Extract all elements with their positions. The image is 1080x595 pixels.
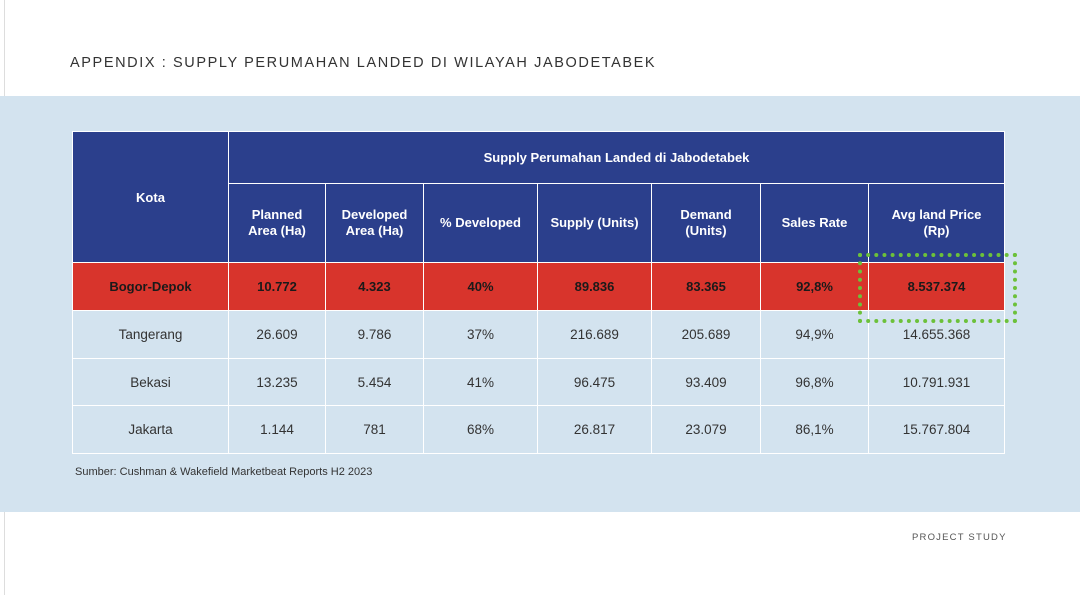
header-text: Supply (Units) [550,215,639,230]
header-cell: Kota [72,131,229,263]
header-text: Avg land Price (Rp) [891,207,982,238]
header-text: % Developed [440,215,521,230]
header-cell: Avg land Price (Rp) [868,183,1005,263]
header-text: Sales Rate [781,215,848,230]
header-text: Planned Area (Ha) [248,207,306,238]
footer: PROJECT STUDY [912,532,1007,543]
table-cell: 1.144 [228,405,326,454]
table-cell: Bekasi [72,358,229,406]
table-cell: 13.235 [228,358,326,406]
table-cell: 83.365 [651,262,761,311]
header-cell: Sales Rate [760,183,869,263]
table-cell: 8.537.374 [868,262,1005,311]
table-cell: 10.772 [228,262,326,311]
table-cell: 4.323 [325,262,424,311]
table-cell: 92,8% [760,262,869,311]
table-cell: 205.689 [651,310,761,359]
table-cell: 93.409 [651,358,761,406]
table-cell: 14.655.368 [868,310,1005,359]
source-note: Sumber: Cushman & Wakefield Marketbeat R… [75,466,373,478]
table-cell: 96,8% [760,358,869,406]
highlight-box [858,253,1017,323]
table-cell: 15.767.804 [868,405,1005,454]
header-row: Kota Supply Perumahan Landed di Jabodetab… [72,131,1005,263]
table-cell: 89.836 [537,262,652,311]
table-cell: 37% [423,310,538,359]
table-cell: 41% [423,358,538,406]
header-text: Developed Area (Ha) [341,207,408,238]
table-cell: 94,9% [760,310,869,359]
table-cell: 26.817 [537,405,652,454]
data-row: Tangerang 26.609 9.786 37% 216.689 205.689 94,… [72,310,1005,359]
table-cell: 40% [423,262,538,311]
table-cell: 10.791.931 [868,358,1005,406]
table-cell: 781 [325,405,424,454]
table-cell: 86,1% [760,405,869,454]
table-cell: 5.454 [325,358,424,406]
header-cell: Supply (Units) [537,183,652,263]
data-row: Bogor-Depok 10.772 4.323 40% 89.836 83.365 92,… [72,262,1005,311]
table-cell: Bogor-Depok [72,262,229,311]
header-cell: % Developed [423,183,538,263]
header-row: Planned Area (Ha) Developed Area (Ha) % De… [73,183,1005,263]
header-cell: Demand (Units) [651,183,761,263]
table-cell: Tangerang [72,310,229,359]
header-cell: Planned Area (Ha) [228,183,326,263]
table-cell: Jakarta [72,405,229,454]
header-cell: Developed Area (Ha) [325,183,424,263]
table-cell: 216.689 [537,310,652,359]
table-cell: 96.475 [537,358,652,406]
table-cell: 9.786 [325,310,424,359]
table-cell: 68% [423,405,538,454]
header-text: Demand (Units) [680,207,732,238]
table-cell: 23.079 [651,405,761,454]
data-row: Bekasi 13.235 5.454 41% 96.475 93.409 96,8% 10.… [72,358,1005,406]
group-header: Supply Perumahan Landed di Jabodetabek [228,131,1005,184]
supply-table: Kota Supply Perumahan Landed di Jabodetab… [72,131,1005,454]
table-cell: 26.609 [228,310,326,359]
page-title: APPENDIX : SUPPLY PERUMAHAN LANDED DI WI… [70,55,657,71]
data-row: Jakarta 1.144 781 68% 26.817 23.079 86,1% 15.76… [72,405,1005,454]
